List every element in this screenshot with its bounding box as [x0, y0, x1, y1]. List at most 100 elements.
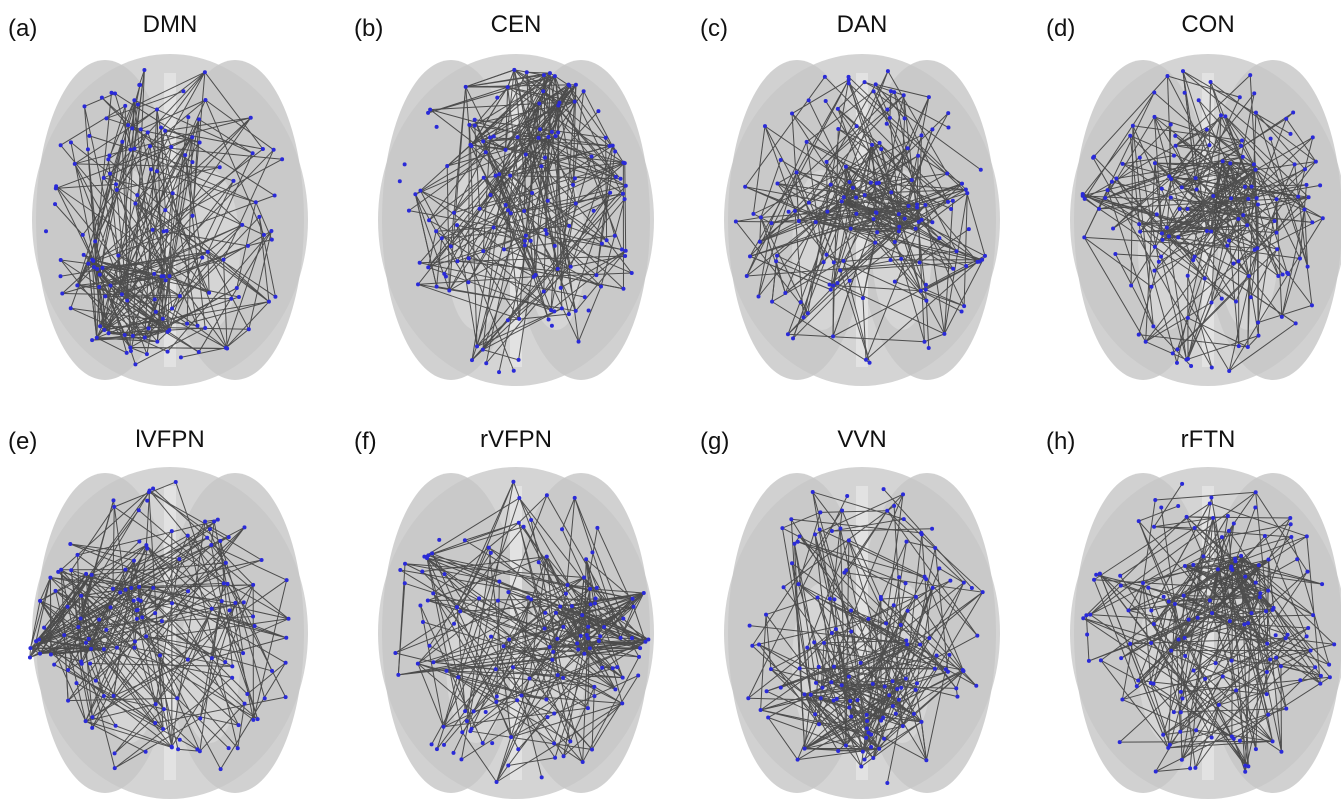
- node: [885, 108, 889, 112]
- node: [203, 326, 207, 330]
- node: [1138, 156, 1142, 160]
- node: [497, 172, 501, 176]
- node: [539, 164, 543, 168]
- node: [222, 258, 226, 262]
- node: [889, 258, 893, 262]
- node: [1253, 506, 1257, 510]
- node: [861, 750, 865, 754]
- node: [882, 487, 886, 491]
- node: [52, 663, 56, 667]
- node: [1151, 324, 1155, 328]
- node: [130, 126, 134, 130]
- node: [135, 193, 139, 197]
- node: [1135, 684, 1139, 688]
- node: [798, 666, 802, 670]
- node: [942, 332, 946, 336]
- panel-label: (g): [700, 428, 729, 455]
- node: [828, 283, 832, 287]
- brain-panel: (e)lVFPN: [8, 426, 308, 799]
- node: [866, 731, 870, 735]
- node: [884, 621, 888, 625]
- node: [418, 603, 422, 607]
- node: [132, 559, 136, 563]
- node: [155, 108, 159, 112]
- node: [836, 127, 840, 131]
- node: [181, 89, 185, 93]
- node: [1129, 283, 1133, 287]
- node: [561, 625, 565, 629]
- node: [824, 253, 828, 257]
- node: [1186, 274, 1190, 278]
- node: [481, 139, 485, 143]
- node: [473, 123, 477, 127]
- node: [924, 758, 928, 762]
- node: [545, 493, 549, 497]
- node: [904, 540, 908, 544]
- node: [530, 191, 534, 195]
- node: [1254, 490, 1258, 494]
- node: [1173, 134, 1177, 138]
- node: [147, 326, 151, 330]
- node: [463, 709, 467, 713]
- node: [822, 641, 826, 645]
- node: [544, 698, 548, 702]
- node: [1220, 535, 1224, 539]
- node: [44, 229, 48, 233]
- node: [112, 505, 116, 509]
- node: [1169, 649, 1173, 653]
- node: [918, 261, 922, 265]
- node: [1232, 261, 1236, 265]
- node: [855, 698, 859, 702]
- node: [1254, 747, 1258, 751]
- node: [573, 100, 577, 104]
- node: [947, 653, 951, 657]
- node: [280, 157, 284, 161]
- node: [769, 667, 773, 671]
- node: [1126, 608, 1130, 612]
- node: [1180, 696, 1184, 700]
- node: [427, 218, 431, 222]
- node: [1167, 234, 1171, 238]
- node: [185, 322, 189, 326]
- node: [931, 586, 935, 590]
- panel-label: (d): [1046, 15, 1075, 42]
- node: [787, 210, 791, 214]
- node: [1081, 192, 1085, 196]
- node: [66, 605, 70, 609]
- node: [144, 543, 148, 547]
- node: [830, 631, 834, 635]
- node: [154, 702, 158, 706]
- node: [1162, 595, 1166, 599]
- node: [87, 637, 91, 641]
- node: [541, 89, 545, 93]
- node: [84, 719, 88, 723]
- node: [1084, 613, 1088, 617]
- node: [1179, 710, 1183, 714]
- node: [1099, 658, 1103, 662]
- node: [849, 714, 853, 718]
- node: [805, 140, 809, 144]
- node: [455, 223, 459, 227]
- node: [251, 583, 255, 587]
- node: [838, 527, 842, 531]
- node: [904, 639, 908, 643]
- node: [764, 613, 768, 617]
- node: [892, 504, 896, 508]
- node: [86, 262, 90, 266]
- node: [590, 154, 594, 158]
- node: [76, 553, 80, 557]
- node: [1284, 636, 1288, 640]
- node: [1175, 347, 1179, 351]
- node: [1306, 265, 1310, 269]
- node: [621, 192, 625, 196]
- panel-title: rFTN: [1181, 426, 1236, 453]
- node: [1118, 740, 1122, 744]
- node: [983, 254, 987, 258]
- node: [828, 597, 832, 601]
- node: [927, 346, 931, 350]
- node: [553, 244, 557, 248]
- node: [393, 651, 397, 655]
- node: [1321, 216, 1325, 220]
- node: [1183, 91, 1187, 95]
- node: [802, 315, 806, 319]
